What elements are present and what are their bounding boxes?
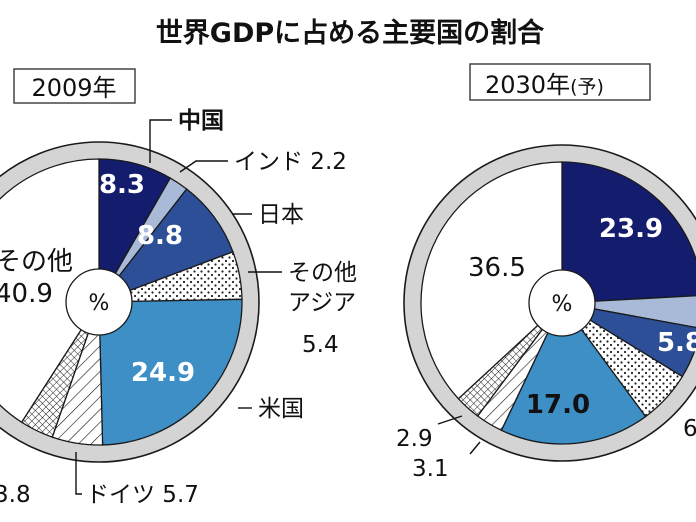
callout-other-asia: 6 [683,416,696,442]
period-box-2030 [469,63,651,101]
leader-line-germany [469,441,481,455]
data-label-other: 36.5 [468,253,526,283]
chart-2030: 2030年(予) % 23.9 5.8 17.0 36.5 6 3.1 2.9 [396,63,696,482]
callout-germany: ドイツ 5.7 [86,482,199,508]
data-label-usa: 17.0 [526,390,590,420]
callout-china: 中国 [178,108,224,134]
leader-line-germany [75,452,82,495]
data-label-china: 23.9 [599,214,663,244]
callout-india: インド 2.2 [234,149,347,175]
callout-japan: 日本 [258,202,304,228]
pie-slice-other [420,161,563,400]
pie-slice-usa [500,301,647,445]
pie-2030: % 23.9 5.8 17.0 36.5 6 3.1 2.9 [396,144,696,482]
pie-center [528,269,596,337]
data-label-usa: 24.9 [131,358,195,388]
leader-line-china [149,119,172,163]
callout-other-asia: その他アジア 5.4 [288,260,357,358]
pie-slice-usa [98,298,243,446]
callout-germany: 3.1 [412,456,449,482]
callout-usa: 米国 [258,396,304,422]
period-label-2009: 2009年 [31,74,116,102]
chart-title: 世界GDPに占める主要国の割合 [156,17,544,49]
period-label-2030: 2030年(予) [485,71,604,99]
pie-slice-china [561,161,696,304]
unit-label: % [89,291,110,316]
pie-slice-other [0,158,100,424]
data-label-japan: 5.8 [657,328,696,358]
data-label-other: その他 40.9 [0,247,73,309]
data-label-japan: 8.8 [137,221,183,251]
period-box-2009 [13,68,136,104]
callout-uk-etc: 3.8 [0,482,31,508]
callout-uk-etc: 2.9 [396,426,433,452]
pie-center [65,268,133,336]
unit-label: % [552,292,573,317]
data-label-china: 8.3 [99,170,145,200]
leader-line-uk-etc [437,415,463,425]
leader-line-india [179,160,228,173]
